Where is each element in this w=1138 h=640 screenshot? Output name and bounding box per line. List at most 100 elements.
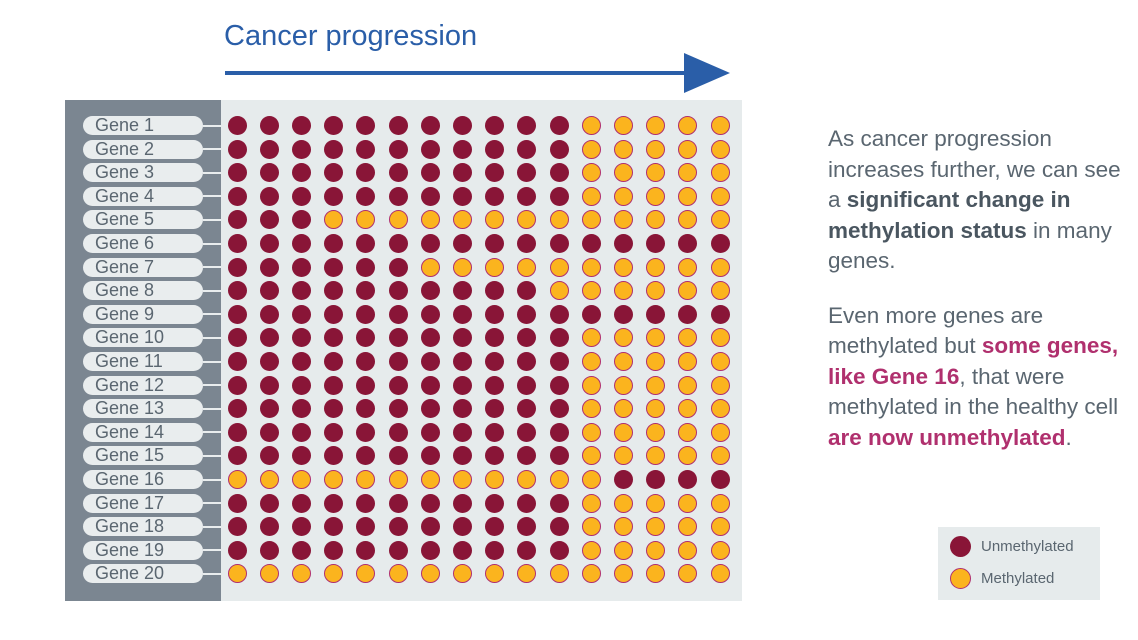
- unmethylated-dot: [291, 234, 311, 253]
- methylated-dot: [420, 210, 440, 230]
- unmethylated-dot: [324, 163, 344, 183]
- unmethylated-dot: [259, 116, 279, 135]
- unmethylated-dot: [356, 375, 376, 395]
- unmethylated-dot: [452, 328, 472, 348]
- methylated-dot: [710, 116, 730, 135]
- gene-label: Gene 11: [83, 352, 203, 371]
- unmethylated-dot: [227, 210, 247, 230]
- unmethylated-dot: [485, 116, 505, 135]
- methylated-dot: [678, 399, 698, 419]
- unmethylated-dot: [356, 234, 376, 253]
- methylated-dot: [613, 163, 633, 183]
- text: As cancer progression increases further,…: [828, 126, 1121, 212]
- unmethylated-dot: [710, 304, 730, 324]
- unmethylated-dot: [678, 304, 698, 324]
- unmethylated-dot: [324, 375, 344, 395]
- methylated-dot: [581, 540, 601, 560]
- unmethylated-dot: [420, 116, 440, 135]
- unmethylated-dot: [291, 422, 311, 442]
- methylated-dot: [678, 517, 698, 537]
- unmethylated-dot: [324, 446, 344, 466]
- methylated-dot: [678, 422, 698, 442]
- unmethylated-dot: [517, 163, 537, 183]
- unmethylated-dot: [549, 352, 569, 371]
- methylated-dot: [581, 210, 601, 230]
- methylated-dot: [581, 352, 601, 371]
- emphasis: significant change in methylation status: [828, 187, 1071, 243]
- gene-label: Gene 5: [83, 210, 203, 230]
- methylated-dot: [646, 399, 666, 419]
- methylated-dot: [613, 422, 633, 442]
- methylated-dot: [646, 540, 666, 560]
- label-connector: [203, 171, 221, 174]
- unmethylated-dot: [388, 540, 408, 560]
- gene-label: Gene 7: [83, 257, 203, 277]
- label-connector: [203, 549, 221, 552]
- unmethylated-dot: [452, 399, 472, 419]
- methylated-dot: [678, 281, 698, 301]
- unmethylated-dot: [227, 116, 247, 135]
- unmethylated-dot: [452, 517, 472, 537]
- gene-label: Gene 12: [83, 375, 203, 395]
- unmethylated-dot: [485, 399, 505, 419]
- legend-label: Unmethylated: [981, 538, 1074, 555]
- unmethylated-dot: [259, 281, 279, 301]
- methylated-dot: [452, 210, 472, 230]
- unmethylated-dot: [291, 257, 311, 277]
- unmethylated-dot: [227, 139, 247, 159]
- label-connector: [203, 336, 221, 339]
- unmethylated-dot: [485, 375, 505, 395]
- unmethylated-dot: [259, 517, 279, 537]
- unmethylated-dot: [678, 234, 698, 253]
- methylated-dot: [613, 375, 633, 395]
- methylated-dot: [388, 470, 408, 489]
- unmethylated-dot: [517, 304, 537, 324]
- label-connector: [203, 360, 221, 363]
- methylated-dot: [388, 564, 408, 584]
- methylated-dot: [678, 186, 698, 206]
- unmethylated-dot: [324, 139, 344, 159]
- methylated-dot: [452, 257, 472, 277]
- methylated-dot: [581, 399, 601, 419]
- methylated-dot: [678, 257, 698, 277]
- unmethylated-dot: [259, 186, 279, 206]
- unmethylated-dot: [549, 446, 569, 466]
- unmethylated-dot: [324, 116, 344, 135]
- unmethylated-dot: [291, 493, 311, 513]
- unmethylated-dot: [324, 257, 344, 277]
- methylated-dot: [356, 470, 376, 489]
- unmethylated-dot: [646, 470, 666, 489]
- gene-label: Gene 15: [83, 446, 203, 466]
- unmethylated-dot: [227, 352, 247, 371]
- unmethylated-dot: [452, 446, 472, 466]
- unmethylated-dot: [388, 446, 408, 466]
- unmethylated-dot: [259, 446, 279, 466]
- legend: Unmethylated Methylated: [938, 527, 1100, 600]
- label-connector: [203, 572, 221, 575]
- gene-label: Gene 6: [83, 234, 203, 253]
- methylated-dot: [710, 210, 730, 230]
- unmethylated-dot: [452, 493, 472, 513]
- unmethylated-dot: [420, 422, 440, 442]
- unmethylated-dot: [485, 139, 505, 159]
- methylated-dot: [291, 470, 311, 489]
- unmethylated-dot: [356, 517, 376, 537]
- methylated-dot: [646, 257, 666, 277]
- gene-label: Gene 8: [83, 281, 203, 301]
- gene-label: Gene 3: [83, 163, 203, 183]
- unmethylated-dot: [420, 399, 440, 419]
- unmethylated-dot: [549, 422, 569, 442]
- methylated-dot: [549, 281, 569, 301]
- unmethylated-dot: [420, 186, 440, 206]
- unmethylated-dot: [388, 186, 408, 206]
- methylated-dot: [613, 186, 633, 206]
- unmethylated-dot: [420, 375, 440, 395]
- highlight: are now unmethylated: [828, 424, 1066, 450]
- label-connector: [203, 266, 221, 269]
- gene-label: Gene 1: [83, 116, 203, 135]
- unmethylated-dot: [291, 446, 311, 466]
- unmethylated-dot: [356, 352, 376, 371]
- unmethylated-dot: [227, 422, 247, 442]
- unmethylated-dot: [452, 281, 472, 301]
- unmethylated-dot: [356, 328, 376, 348]
